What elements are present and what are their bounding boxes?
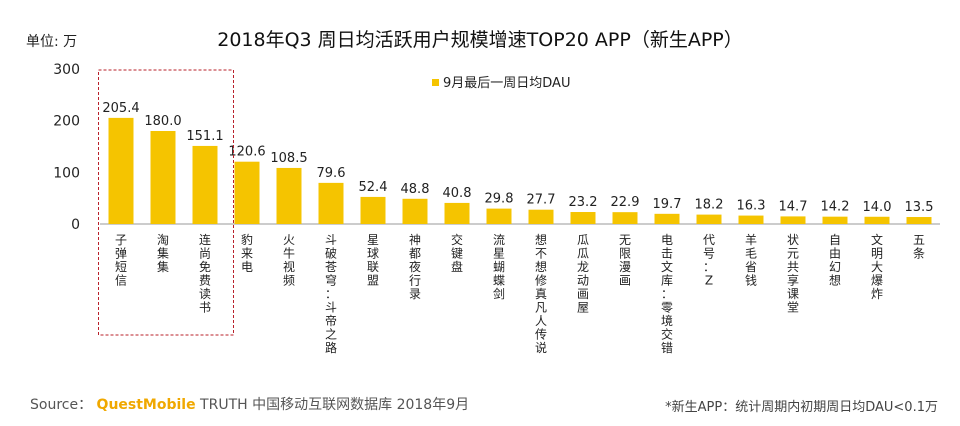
category-label: 瓜瓜龙动画屋 <box>577 233 589 315</box>
legend-label: 9月最后一周日均DAU <box>443 76 570 91</box>
category-label: 羊毛省钱 <box>745 232 757 288</box>
bar <box>360 196 386 224</box>
category-label: 自由幻想 <box>829 233 841 288</box>
y-tick-label: 300 <box>53 62 80 78</box>
category-labels: 子弹短信 淘集集 连尚免费读书 豹来电 火牛视频 斗破苍穹：斗帝之路 星球联盟 神都夜行录 交键… <box>115 232 925 355</box>
data-label: 79.6 <box>317 166 346 181</box>
category-label: 连尚免费读书 <box>199 232 211 315</box>
data-label: 22.9 <box>611 195 640 210</box>
bar <box>738 215 764 224</box>
bar <box>108 117 134 224</box>
category-label: 流星蝴蝶剑 <box>493 233 505 301</box>
category-label: 斗破苍穹：斗帝之路 <box>325 233 337 355</box>
legend-swatch <box>432 79 439 86</box>
category-label: 想不想修真凡人传说 <box>535 232 547 355</box>
category-label: 子弹短信 <box>115 233 127 288</box>
bar <box>906 217 932 224</box>
category-label: 交键盘 <box>451 232 463 274</box>
bar <box>402 198 428 224</box>
data-label: 19.7 <box>653 197 682 212</box>
highlight-box <box>98 69 234 336</box>
bar <box>192 145 218 224</box>
data-label: 40.8 <box>443 186 472 201</box>
category-label: 无限漫画 <box>619 233 631 288</box>
bar <box>864 216 890 224</box>
chart-title: 2018年Q3 周日均活跃用户规模增速TOP20 APP（新生APP） <box>217 29 743 51</box>
bar <box>654 213 680 224</box>
bar <box>444 202 470 224</box>
data-label: 27.7 <box>527 193 556 208</box>
source-line: Source： QuestMobile TRUTH 中国移动互联网数据库 201… <box>30 394 469 414</box>
bar <box>696 214 722 224</box>
category-label: 火牛视频 <box>283 233 295 288</box>
bar <box>570 212 596 224</box>
category-label: 代号： Z <box>703 233 715 288</box>
bars <box>108 117 932 224</box>
data-label: 108.5 <box>270 151 307 166</box>
data-label: 23.2 <box>569 195 598 210</box>
bar <box>150 131 176 224</box>
category-label: 豹来电 <box>241 232 253 274</box>
data-label: 52.4 <box>359 180 388 195</box>
bar <box>780 216 806 224</box>
data-label: 13.5 <box>905 200 934 215</box>
footnote: *新生APP：统计周期内初期周日均DAU<0.1万 <box>665 400 938 415</box>
category-label: 星球联盟 <box>367 233 379 288</box>
bar <box>612 212 638 224</box>
unit-label: 单位: 万 <box>26 34 77 50</box>
data-label: 120.6 <box>228 145 265 160</box>
bar <box>822 216 848 224</box>
bar <box>234 161 260 224</box>
source-prefix: Source： <box>30 397 93 413</box>
category-label: 电击文库：零境交错 <box>661 233 673 355</box>
data-label: 14.0 <box>863 200 892 215</box>
data-label: 205.4 <box>102 101 139 116</box>
category-label: 文明大爆炸 <box>871 232 883 301</box>
category-label: 状元共享课堂 <box>787 233 799 315</box>
bar <box>486 208 512 224</box>
category-label: 淘集集 <box>157 233 169 274</box>
source-brand: QuestMobile <box>96 397 196 413</box>
y-tick-label: 0 <box>71 217 80 233</box>
category-label: 神都夜行录 <box>409 233 421 301</box>
data-label: 180.0 <box>144 114 181 129</box>
data-label: 151.1 <box>186 129 223 144</box>
data-label: 16.3 <box>737 199 766 214</box>
source-rest: TRUTH 中国移动互联网数据库 2018年9月 <box>195 397 470 413</box>
data-label: 48.8 <box>401 182 430 197</box>
value-labels: 205.4 180.0 151.1 120.6 108.5 79.6 52.4 48.8 40.… <box>102 101 933 215</box>
y-tick-label: 200 <box>53 114 80 130</box>
category-label: 五条 <box>913 233 925 261</box>
bar <box>528 209 554 224</box>
bar <box>318 182 344 224</box>
y-tick-label: 100 <box>53 165 80 181</box>
data-label: 14.2 <box>821 200 850 215</box>
data-label: 18.2 <box>695 198 724 213</box>
data-label: 14.7 <box>779 199 808 214</box>
data-label: 29.8 <box>485 192 514 207</box>
bar <box>276 167 302 224</box>
